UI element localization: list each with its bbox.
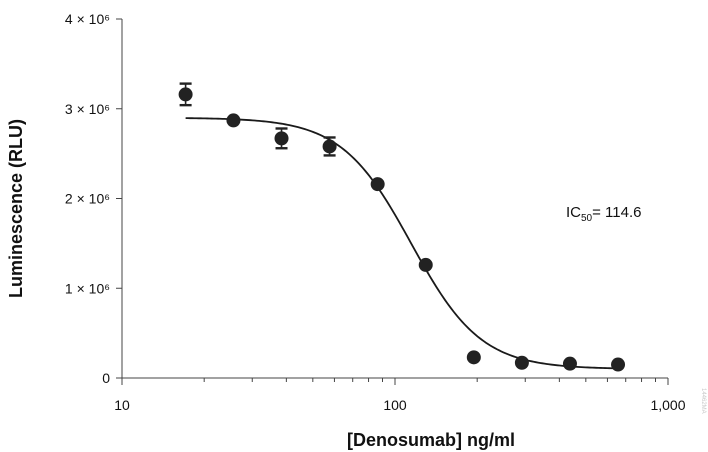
data-point [514,355,529,370]
y-tick-label: 2 × 10⁶ [65,191,110,207]
ic50-subscript: 50 [581,213,593,224]
data-point [226,113,241,128]
x-tick-label: 1,000 [650,397,685,413]
y-tick-label: 0 [102,370,110,386]
y-axis-title: Luminescence (RLU) [6,119,26,298]
x-tick-label: 100 [383,397,407,413]
data-point [274,131,289,146]
y-tick-label: 3 × 10⁶ [65,101,110,117]
data-point [322,139,337,154]
ic50-prefix: IC [566,204,581,221]
data-point [562,356,577,371]
y-tick-label: 4 × 10⁶ [65,11,110,27]
fit-layer [185,117,619,370]
data-point [611,357,626,372]
data-points [178,87,626,372]
axes [116,18,669,385]
ic50-annotation: IC50= 114.6 [566,204,641,224]
data-point [466,350,481,365]
x-tick-label: 10 [114,397,130,413]
side-watermark: 14462MA [700,388,706,414]
error-bars [179,82,336,157]
data-point [178,87,193,102]
labels: 0 1 × 10⁶ 2 × 10⁶ 3 × 10⁶ 4 × 10⁶ 10 100 1,000 [… [6,11,686,450]
data-point [418,257,433,272]
ic50-value: = 114.6 [592,204,641,221]
fit-curve [185,117,619,370]
data-point [370,177,385,192]
x-axis-title: [Denosumab] ng/ml [347,430,515,450]
y-tick-label: 1 × 10⁶ [65,280,110,296]
